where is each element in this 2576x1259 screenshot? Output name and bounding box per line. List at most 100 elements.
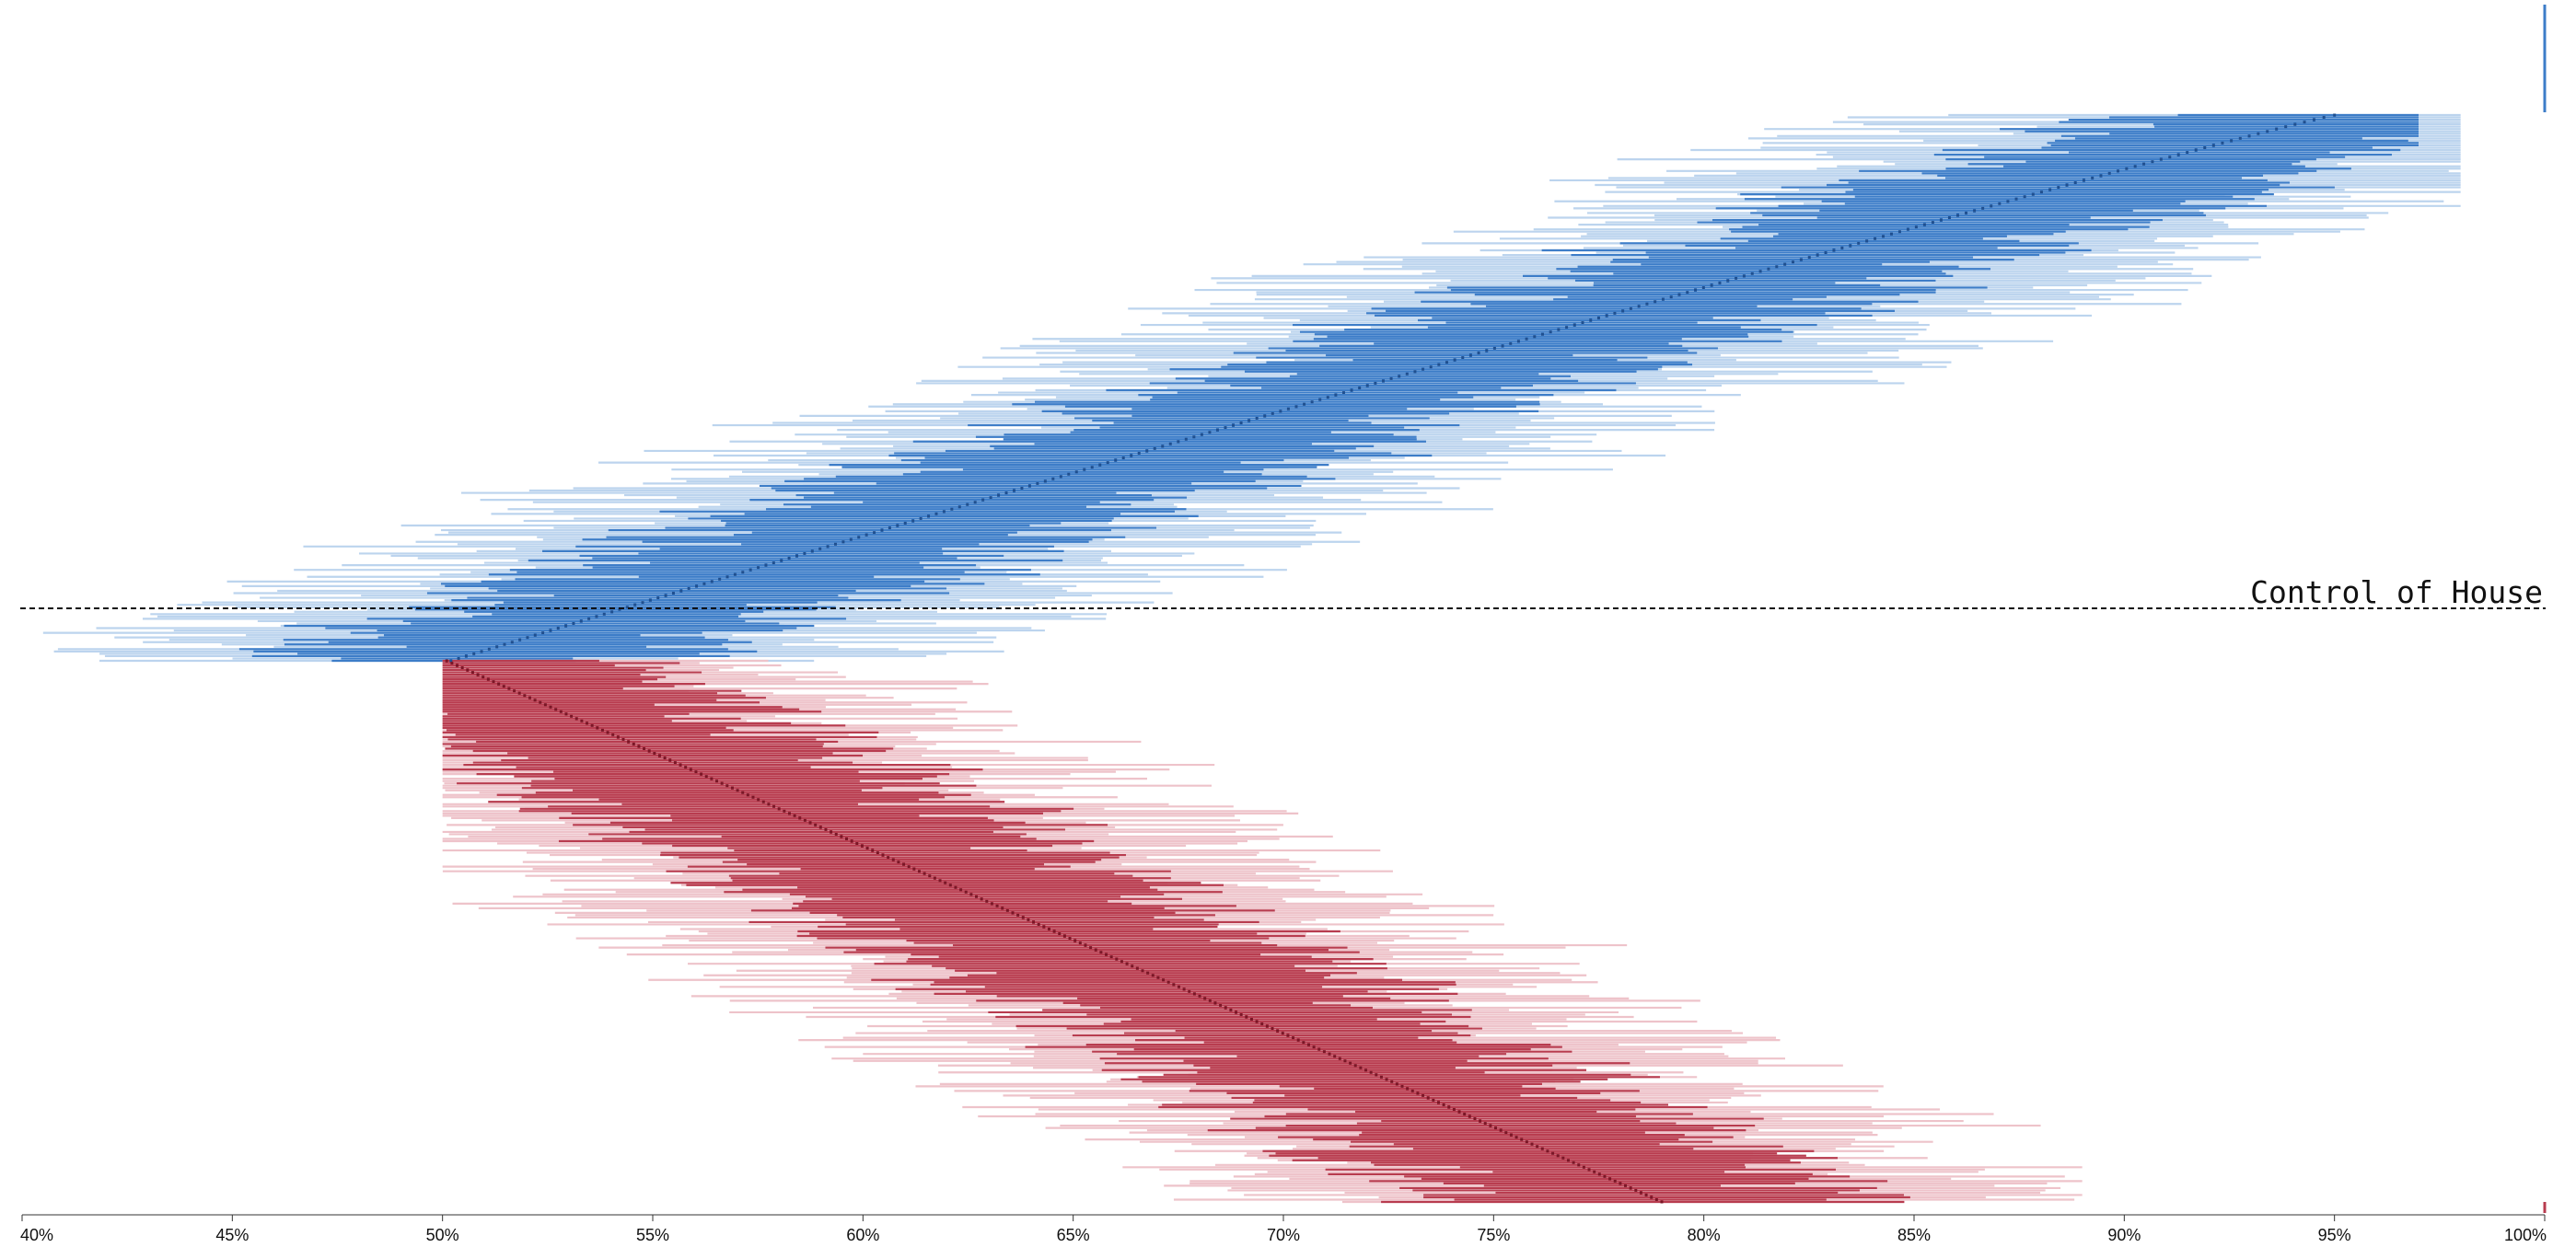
rep-median-dot <box>586 722 589 725</box>
rep-median-dot <box>1483 1122 1487 1126</box>
rep-median-dot <box>1109 955 1113 959</box>
x-tick-label: 55% <box>636 1226 669 1244</box>
dem-median-dot <box>973 501 977 504</box>
rep-median-dot <box>1105 953 1108 956</box>
rep-median-dot <box>1624 1184 1628 1187</box>
dem-median-dot <box>1067 472 1071 476</box>
dem-median-dot <box>1629 306 1632 310</box>
dem-median-dot <box>610 610 614 614</box>
rep-median-dot <box>1463 1113 1467 1116</box>
dem-median-dot <box>541 631 545 635</box>
dem-median-dot <box>487 647 491 651</box>
rep-median-dot <box>1177 985 1180 988</box>
rep-median-dot <box>1224 1006 1227 1010</box>
dem-median-dot <box>2322 116 2326 120</box>
rep-median-dot <box>1172 983 1176 987</box>
rep-median-dot <box>486 677 490 681</box>
rep-median-dot <box>513 689 516 693</box>
dem-median-dot <box>725 575 729 579</box>
rep-median-dot <box>1447 1105 1451 1109</box>
dem-median-dot <box>1998 202 2002 205</box>
dem-median-dot <box>1799 258 1803 261</box>
rep-median-dot <box>564 712 568 716</box>
dem-median-dot <box>2221 141 2224 144</box>
dem-median-dot <box>1677 293 1681 296</box>
rep-median-dot <box>1660 1200 1664 1204</box>
dem-median-dot <box>1807 256 1811 260</box>
dem-median-dot <box>648 598 652 602</box>
rep-median-dot <box>720 781 724 785</box>
dem-median-dot <box>849 537 853 541</box>
rep-median-dot <box>1260 1022 1264 1026</box>
rep-median-dot <box>1115 957 1119 961</box>
rep-median-dot <box>574 717 578 721</box>
dem-median-dot <box>671 592 675 595</box>
dem-median-dot <box>888 526 891 530</box>
dem-median-dot <box>1350 388 1353 392</box>
rep-median-dot <box>1047 927 1050 930</box>
rep-median-dot <box>1479 1119 1482 1123</box>
rep-median-dot <box>1577 1163 1581 1167</box>
dem-median-dot <box>2057 186 2060 190</box>
dem-median-dot <box>2266 130 2269 133</box>
dem-median-dot <box>1654 300 1657 304</box>
dem-median-dot <box>1405 372 1409 375</box>
rep-median-dot <box>954 885 957 889</box>
rep-median-dot <box>1166 980 1170 984</box>
dem-median-dot <box>1012 489 1015 492</box>
dem-median-dot <box>1922 223 1926 226</box>
dem-median-dot <box>2133 165 2137 168</box>
rep-median-dot <box>1058 932 1062 936</box>
rep-median-dot <box>1094 948 1097 952</box>
x-tick-label: 65% <box>1057 1226 1090 1244</box>
rep-median-dot <box>673 761 677 765</box>
rep-median-dot <box>1089 946 1093 950</box>
dem-median-dot <box>2099 174 2103 178</box>
rep-median-dot <box>1619 1182 1622 1185</box>
rep-median-dot <box>1349 1061 1352 1065</box>
rep-median-dot <box>964 890 968 894</box>
dem-median-dot <box>1605 314 1608 318</box>
dem-median-dot <box>903 521 907 525</box>
rep-median-dot <box>543 703 547 707</box>
rep-median-dot <box>938 879 942 883</box>
rep-median-dot <box>1016 913 1020 917</box>
rep-median-dot <box>818 826 822 829</box>
rep-median-dot <box>1188 989 1191 993</box>
dem-median-dot <box>1840 246 1844 249</box>
dem-median-dot <box>1036 481 1039 485</box>
rep-median-dot <box>1131 964 1134 968</box>
rep-median-dot <box>684 766 688 769</box>
dem-median-dot <box>1581 321 1584 325</box>
rep-median-dot <box>507 687 511 690</box>
dem-median-dot <box>1429 365 1433 369</box>
dem-median-dot <box>1177 440 1180 444</box>
dem-median-dot <box>1572 323 1576 327</box>
rep-median-dot <box>497 682 501 686</box>
dem-median-dot <box>1477 351 1480 354</box>
rep-median-dot <box>1556 1154 1560 1158</box>
rep-median-dot <box>528 696 531 699</box>
rep-median-dot <box>1198 994 1201 998</box>
dem-median-dot <box>2065 183 2069 187</box>
dem-median-dot <box>495 645 499 649</box>
dem-median-dot <box>1200 433 1203 436</box>
rep-median-dot <box>1644 1193 1648 1196</box>
dem-median-dot <box>1224 426 1227 430</box>
rep-median-dot <box>1536 1145 1539 1149</box>
rep-median-dot <box>668 758 672 762</box>
dem-median-dot <box>2151 160 2154 164</box>
dem-median-dot <box>2006 200 2010 203</box>
dem-median-dot <box>695 584 699 588</box>
rep-median-dot <box>549 705 552 709</box>
dem-median-dot <box>1735 276 1738 280</box>
dem-median-dot <box>1767 267 1770 271</box>
dem-median-dot <box>1059 475 1062 479</box>
dem-median-dot <box>1718 281 1722 284</box>
dem-median-dot <box>1114 458 1118 462</box>
dem-median-dot <box>1613 311 1617 315</box>
rep-median-dot <box>700 772 703 776</box>
rep-median-dot <box>580 719 584 722</box>
rep-median-dot <box>1353 1064 1357 1068</box>
dem-median-dot <box>1161 445 1165 448</box>
